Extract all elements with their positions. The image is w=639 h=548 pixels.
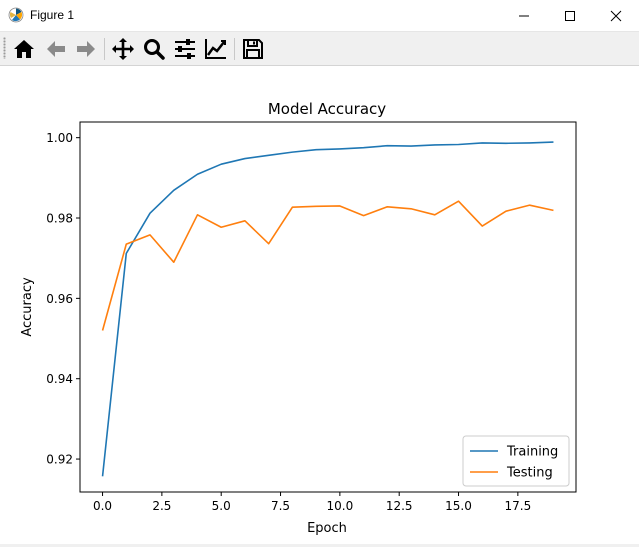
maximize-icon bbox=[565, 11, 575, 21]
status-bar bbox=[0, 544, 639, 547]
y-tick-label: 1.00 bbox=[46, 131, 73, 145]
y-tick-label: 0.92 bbox=[46, 453, 73, 467]
floppy-disk-icon bbox=[243, 39, 263, 59]
legend-label-testing: Testing bbox=[506, 466, 553, 481]
x-axis-ticks: 0.0 2.5 5.0 7.5 10.0 12.5 15.0 17.5 bbox=[93, 492, 531, 513]
chart-title: Model Accuracy bbox=[268, 100, 386, 118]
y-tick-label: 0.94 bbox=[46, 372, 73, 386]
home-icon bbox=[14, 40, 34, 58]
series-line-testing bbox=[101, 200, 554, 331]
home-button[interactable] bbox=[11, 36, 37, 62]
x-axis-label: Epoch bbox=[307, 521, 347, 536]
line-chart-icon bbox=[205, 39, 226, 59]
pan-button[interactable] bbox=[110, 36, 136, 62]
x-tick-label: 0.0 bbox=[93, 499, 112, 513]
legend-label-training: Training bbox=[506, 445, 558, 460]
window-title: Figure 1 bbox=[30, 8, 75, 22]
x-tick-label: 2.5 bbox=[152, 499, 171, 513]
pan-move-icon bbox=[112, 38, 134, 60]
plot-frame bbox=[79, 121, 577, 493]
x-tick-label: 7.5 bbox=[271, 499, 290, 513]
series-line-training bbox=[101, 141, 554, 477]
edit-axis-button[interactable] bbox=[203, 36, 229, 62]
close-icon bbox=[610, 10, 622, 22]
x-tick-label: 17.5 bbox=[504, 499, 531, 513]
minimize-icon bbox=[519, 15, 529, 17]
figure-canvas[interactable]: Model Accuracy 0.0 2.5 5.0 7.5 10.0 12.5 15.0 1… bbox=[0, 66, 639, 544]
minimize-button[interactable] bbox=[501, 0, 547, 31]
toolbar-separator bbox=[104, 38, 105, 60]
plot-lines bbox=[101, 141, 554, 477]
y-tick-label: 0.98 bbox=[46, 212, 73, 226]
y-axis-label: Accuracy bbox=[20, 277, 35, 337]
chart-legend: Training Testing bbox=[462, 435, 570, 487]
back-button[interactable] bbox=[43, 36, 69, 62]
x-tick-label: 10.0 bbox=[327, 499, 354, 513]
x-tick-label: 5.0 bbox=[212, 499, 231, 513]
forward-button[interactable] bbox=[73, 36, 99, 62]
toolbar-separator bbox=[234, 38, 235, 60]
zoom-button[interactable] bbox=[141, 36, 167, 62]
x-tick-label: 15.0 bbox=[445, 499, 472, 513]
y-axis-ticks: 0.92 0.94 0.96 0.98 1.00 bbox=[46, 131, 80, 467]
legend-box bbox=[462, 435, 570, 487]
y-tick-label: 0.96 bbox=[46, 292, 73, 306]
back-arrow-icon bbox=[47, 41, 65, 57]
sliders-icon bbox=[175, 39, 195, 59]
configure-subplots-button[interactable] bbox=[172, 36, 198, 62]
matplotlib-icon bbox=[8, 7, 24, 23]
x-tick-label: 12.5 bbox=[386, 499, 413, 513]
forward-arrow-icon bbox=[77, 41, 95, 57]
navigation-toolbar bbox=[0, 32, 639, 66]
window-titlebar: Figure 1 bbox=[0, 0, 639, 32]
accuracy-chart: Model Accuracy 0.0 2.5 5.0 7.5 10.0 12.5 15.0 1… bbox=[20, 100, 577, 536]
maximize-button[interactable] bbox=[547, 0, 593, 31]
zoom-magnifier-icon bbox=[144, 39, 165, 60]
close-button[interactable] bbox=[593, 0, 639, 31]
save-button[interactable] bbox=[240, 36, 266, 62]
toolbar-grip[interactable] bbox=[3, 37, 6, 59]
